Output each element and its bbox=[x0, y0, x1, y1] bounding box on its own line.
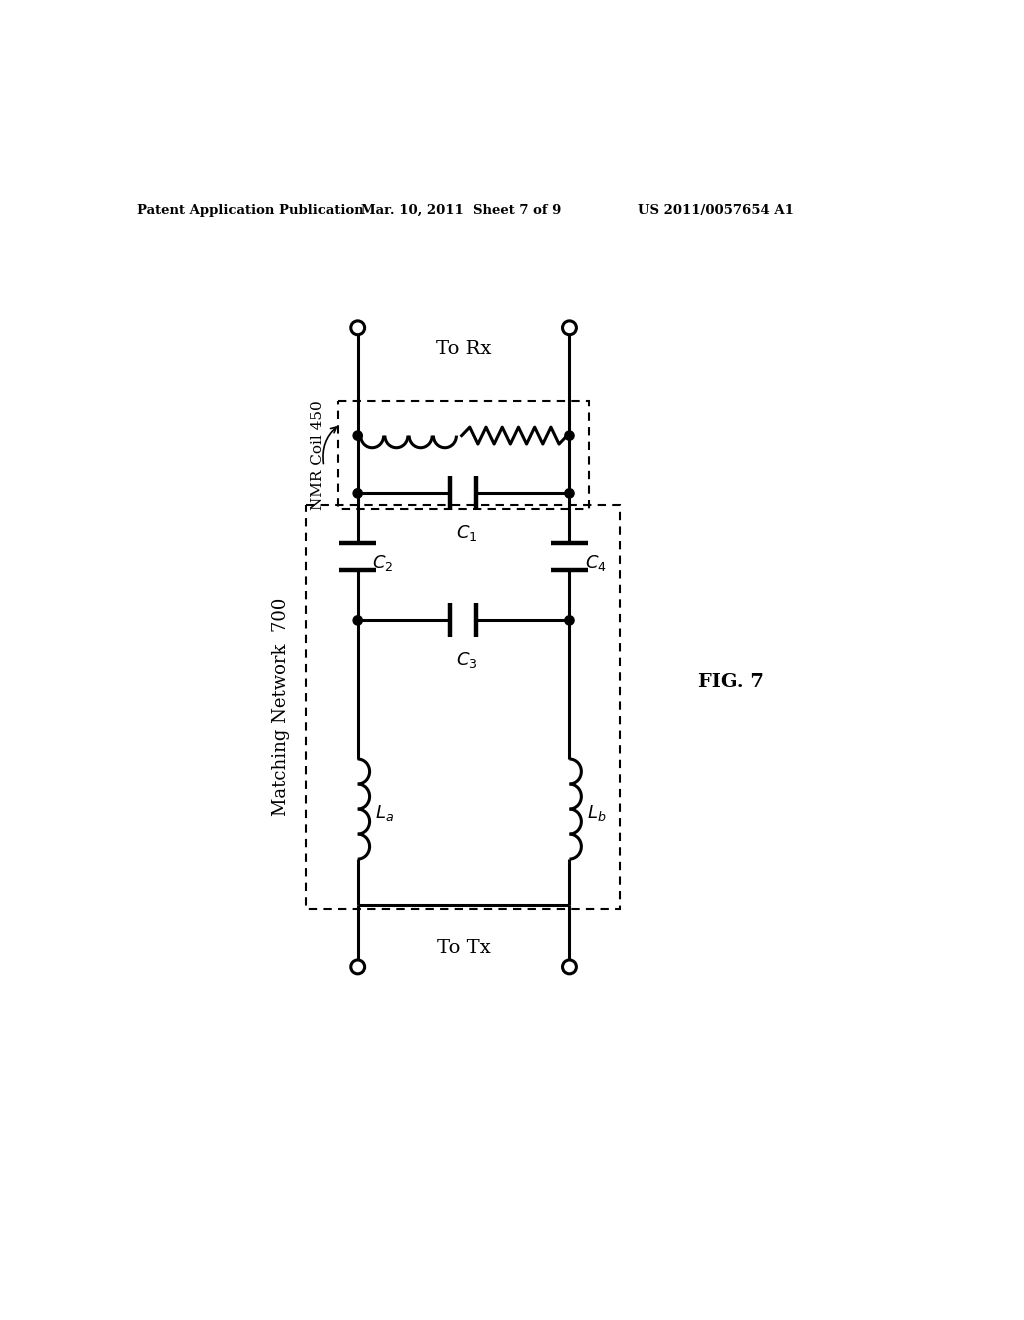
Circle shape bbox=[565, 615, 574, 626]
Circle shape bbox=[353, 615, 362, 626]
Text: FIG. 7: FIG. 7 bbox=[698, 673, 764, 690]
Circle shape bbox=[353, 488, 362, 498]
Text: $L_b$: $L_b$ bbox=[587, 803, 606, 822]
Circle shape bbox=[562, 960, 577, 974]
Text: US 2011/0057654 A1: US 2011/0057654 A1 bbox=[638, 205, 794, 218]
Text: Matching Network  700: Matching Network 700 bbox=[271, 598, 290, 816]
Bar bbox=[306, 506, 620, 909]
Text: $L_a$: $L_a$ bbox=[375, 803, 394, 822]
Text: Mar. 10, 2011  Sheet 7 of 9: Mar. 10, 2011 Sheet 7 of 9 bbox=[361, 205, 562, 218]
Circle shape bbox=[562, 321, 577, 335]
Circle shape bbox=[351, 321, 365, 335]
Text: $C_2$: $C_2$ bbox=[372, 553, 393, 573]
Text: $C_4$: $C_4$ bbox=[586, 553, 607, 573]
Text: NMR Coil 450: NMR Coil 450 bbox=[310, 400, 325, 510]
Text: To Tx: To Tx bbox=[436, 939, 490, 957]
Bar bbox=[339, 401, 589, 508]
Circle shape bbox=[351, 960, 365, 974]
Text: $C_3$: $C_3$ bbox=[457, 651, 478, 671]
Text: Patent Application Publication: Patent Application Publication bbox=[136, 205, 364, 218]
Circle shape bbox=[565, 432, 574, 441]
Text: To Rx: To Rx bbox=[436, 341, 492, 358]
Circle shape bbox=[565, 488, 574, 498]
Text: $C_1$: $C_1$ bbox=[457, 524, 478, 544]
Circle shape bbox=[353, 432, 362, 441]
